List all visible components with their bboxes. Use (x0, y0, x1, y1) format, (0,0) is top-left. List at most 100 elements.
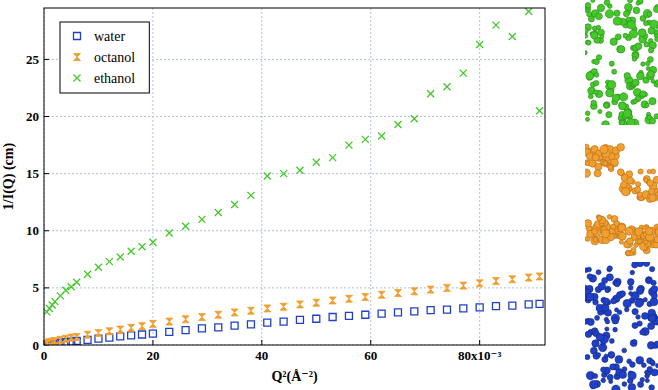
molecule-atom (630, 270, 635, 275)
y-tick-label: 20 (26, 109, 39, 124)
legend-box (60, 22, 149, 93)
data-point (525, 8, 532, 15)
molecule-atom (638, 29, 646, 37)
data-point (106, 258, 113, 265)
molecule-atom (640, 330, 645, 335)
x-tick (479, 340, 480, 345)
molecule-atom (602, 121, 610, 125)
molecule-atom (630, 362, 636, 368)
data-point (443, 83, 450, 90)
data-point (509, 33, 516, 40)
molecule-atom (593, 238, 598, 243)
molecule-atom (636, 182, 641, 187)
series-ethanol (44, 8, 543, 315)
molecule-atom (643, 262, 650, 267)
y-tick-label: 0 (33, 338, 40, 353)
y-tick-label: 25 (26, 52, 40, 67)
molecule-atom (585, 2, 591, 8)
molecule-atom (635, 187, 641, 193)
data-point (182, 223, 189, 230)
molecule-atom (601, 367, 607, 373)
molecule-atom (655, 37, 658, 42)
molecule-atom (620, 120, 625, 125)
molecule-atom (627, 177, 634, 184)
molecule-atom (612, 317, 619, 324)
data-point (296, 301, 303, 308)
molecule-atom (594, 73, 599, 78)
molecule-atom (642, 313, 649, 320)
molecule-atom (647, 277, 652, 282)
data-point (231, 322, 238, 329)
molecule-atom (638, 169, 643, 174)
molecule-atom (617, 143, 625, 151)
data-point (106, 328, 113, 335)
molecule-atom (626, 251, 630, 255)
data-point (198, 325, 205, 332)
data-point (476, 304, 483, 311)
legend-marker (74, 33, 81, 40)
molecule-snapshot (585, 143, 658, 256)
data-point (215, 311, 222, 318)
data-point (362, 294, 369, 301)
molecule-atom (618, 223, 626, 231)
molecule-atom (649, 98, 656, 105)
data-point (264, 319, 271, 326)
molecule-snapshot (585, 0, 658, 125)
data-point (139, 243, 146, 250)
data-point (427, 286, 434, 293)
data-point (427, 90, 434, 97)
data-point (443, 284, 450, 291)
data-points (44, 8, 543, 345)
data-point (313, 159, 320, 166)
y-tick-label: 15 (26, 166, 40, 181)
data-point (264, 172, 271, 179)
data-point (128, 332, 135, 339)
molecule-atom (597, 216, 602, 221)
data-point (128, 324, 135, 331)
plot-frame (44, 8, 545, 345)
molecule-atom (644, 241, 650, 247)
data-point (231, 201, 238, 208)
molecule-atom (586, 293, 594, 301)
data-point (509, 276, 516, 283)
molecule-atom (619, 291, 625, 297)
data-point (536, 300, 543, 307)
chart: 020406080x10⁻³0510152025Q²(Å⁻²)1/I(Q) (c… (0, 0, 658, 390)
y-tick (44, 230, 49, 231)
molecule-atom (621, 120, 627, 125)
molecule-atom (649, 194, 656, 201)
molecule-atom (607, 374, 613, 380)
data-point (378, 132, 385, 139)
molecule-atom (585, 354, 590, 359)
x-tick (370, 340, 371, 345)
molecule-atom (592, 26, 596, 30)
data-point (329, 314, 336, 321)
molecule-atom (641, 101, 648, 108)
molecule-atom (623, 11, 629, 17)
molecule-atom (598, 109, 602, 113)
molecule-atom (605, 10, 613, 18)
x-grid-line (370, 8, 371, 345)
data-point (443, 306, 450, 313)
data-point (149, 330, 156, 337)
legend-label: water (94, 29, 125, 44)
y-tick (44, 287, 49, 288)
data-point (460, 70, 467, 77)
y-tick (44, 116, 49, 117)
molecule-atom (587, 274, 593, 280)
x-tick (152, 340, 153, 345)
data-point (117, 333, 124, 340)
molecule-atom (649, 385, 655, 390)
legend-marker (74, 75, 81, 82)
y-tick (44, 173, 49, 174)
molecule-atom (603, 161, 607, 165)
molecule-atom (619, 119, 626, 125)
molecule-atom (604, 354, 608, 358)
molecule-atom (608, 351, 615, 358)
data-point (182, 327, 189, 334)
molecule-atom (647, 169, 651, 173)
data-point (492, 303, 499, 310)
data-point (394, 309, 401, 316)
molecule-atom (632, 79, 639, 86)
molecule-atom (585, 331, 591, 337)
